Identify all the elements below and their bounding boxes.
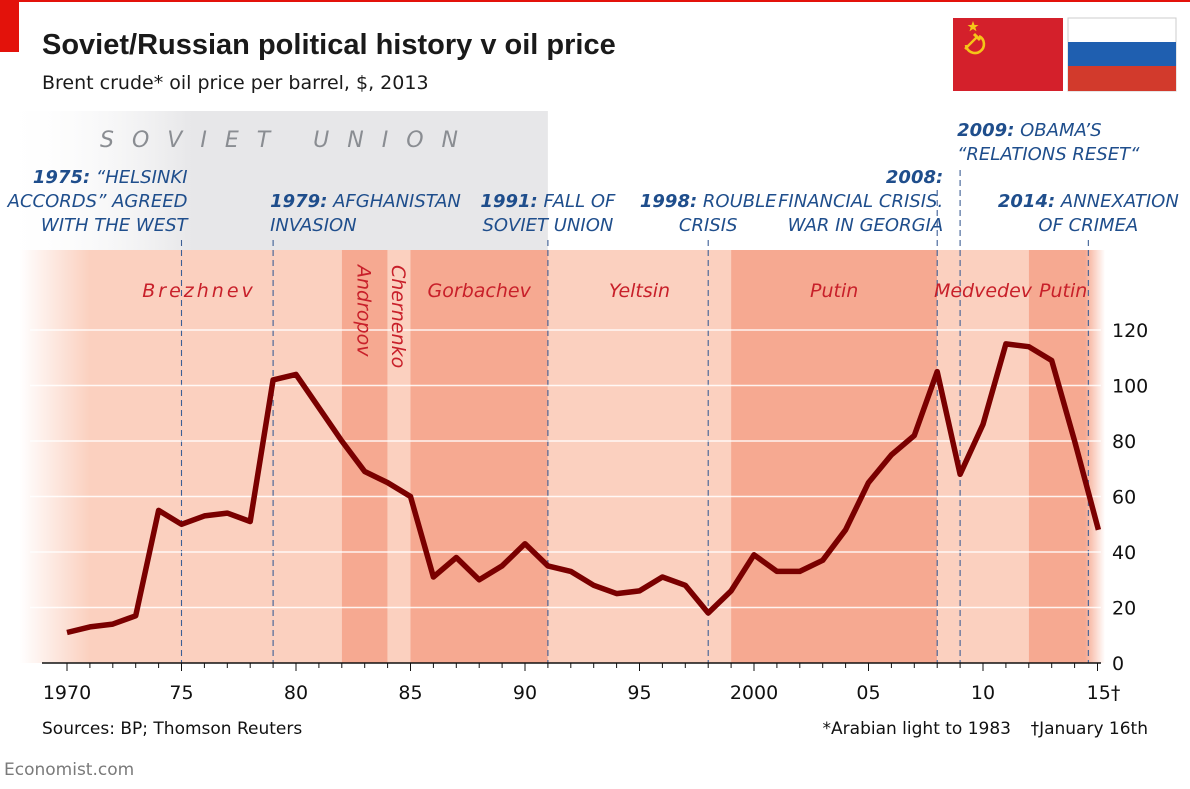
x-tick-label: 85 (398, 682, 422, 704)
y-axis: 0 20 40 60 80 100 120 (1112, 320, 1148, 675)
annotation-line: “HELSINKI (90, 167, 187, 188)
leader-label: Yeltsin (609, 280, 670, 302)
leader-label: Gorbachev (428, 280, 532, 302)
sources-note: Sources: BP; Thomson Reuters (42, 719, 302, 739)
x-tick-label: 95 (627, 682, 651, 704)
annotation-text: SOVIET UNION (482, 215, 613, 236)
x-tick-label: 75 (169, 682, 193, 704)
x-tick-label: 80 (284, 682, 308, 704)
annotation-text: 1979: AFGHANISTAN (270, 191, 461, 212)
x-axis: 1970 75 80 85 90 95 2000 05 10 15† (42, 662, 1121, 704)
chart-subtitle: Brent crude* oil price per barrel, $, 20… (42, 72, 429, 94)
annotation-text: 2014: ANNEXATION (998, 191, 1179, 212)
footnote-dagger: †January 16th (1031, 719, 1148, 739)
x-tick-label: 2000 (730, 682, 778, 704)
y-tick-label: 40 (1112, 542, 1136, 564)
leader-labels: Brezhnev Andropov Chernenko Gorbachev Yeltsi… (142, 263, 1087, 368)
leader-label: Andropov (353, 263, 375, 357)
y-tick-label: 0 (1112, 653, 1124, 675)
event-lines (180, 170, 1089, 663)
annotation-year: 2009: (957, 120, 1014, 141)
annotation-text: FINANCIAL CRISIS. (778, 191, 943, 212)
russian-flag (1067, 17, 1177, 92)
x-tick-label: 10 (971, 682, 995, 704)
hammer-sickle-icon (964, 21, 986, 55)
annotation-text: INVASION (270, 215, 357, 236)
soviet-flag (953, 18, 1063, 91)
soviet-band-rect (0, 111, 548, 250)
leader-band (410, 250, 548, 663)
top-rule (0, 0, 1190, 2)
annotation-year: 1998: (640, 191, 697, 212)
x-tick-label: 1970 (43, 682, 91, 704)
annotation-text: 1998: ROUBLE (640, 191, 777, 212)
annotation-year: 1991: (480, 191, 537, 212)
y-tick-label: 60 (1112, 487, 1136, 509)
chart-title: Soviet/Russian political history v oil p… (42, 29, 616, 61)
annotation-text: “RELATIONS RESET“ (957, 144, 1140, 165)
band-fade-left (20, 250, 90, 663)
annotation-line: OBAMA’S (1014, 120, 1101, 141)
leader-band (341, 250, 388, 663)
annotation-text: ACCORDS” AGREED (7, 191, 188, 212)
y-tick-label: 100 (1112, 376, 1148, 398)
annotation-text: 2008: (886, 167, 943, 188)
x-tick-label: 90 (513, 682, 537, 704)
annotation-text: 1975: “HELSINKI (33, 167, 188, 188)
y-tick-label: 120 (1112, 320, 1148, 342)
x-tick-label: 15† (1087, 682, 1121, 704)
leader-band (937, 250, 1029, 663)
annotation-text: OF CRIMEA (1038, 215, 1138, 236)
leader-bands (20, 250, 1105, 663)
oil-price-line (66, 341, 1102, 636)
leader-label: Medvedev (934, 280, 1033, 302)
event-annotations: 1975: “HELSINKI ACCORDS” AGREED WITH THE W… (7, 120, 1179, 236)
brand-label: Economist.com (4, 760, 134, 780)
x-tick-label: 05 (856, 682, 880, 704)
annotation-text: CRISIS (679, 215, 738, 236)
footnote-star: *Arabian light to 1983 (823, 719, 1011, 739)
annotation-line: FALL OF (538, 191, 616, 212)
leader-label: Putin (1039, 280, 1087, 302)
era-label: SOVIET UNION (100, 128, 476, 153)
annotation-text: WAR IN GEORGIA (788, 215, 944, 236)
annotation-text: 2009: OBAMA’S (957, 120, 1101, 141)
annotation-year: 2008: (886, 167, 943, 188)
y-tick-label: 20 (1112, 598, 1136, 620)
annotation-year: 2014: (998, 191, 1055, 212)
annotation-line: ROUBLE (697, 191, 777, 212)
leader-band (731, 250, 938, 663)
annotation-year: 1975: (33, 167, 90, 188)
y-tick-label: 80 (1112, 431, 1136, 453)
annotation-text: 1991: FALL OF (480, 191, 616, 212)
leader-band (387, 250, 411, 663)
leader-label: Putin (810, 280, 858, 302)
oil-price-series (66, 341, 1102, 636)
band-fade-right (1085, 250, 1105, 663)
y-gridlines (30, 329, 1101, 609)
leader-label: Brezhnev (142, 280, 256, 302)
annotation-text: WITH THE WEST (41, 215, 190, 236)
soviet-union-band (0, 111, 548, 250)
annotation-year: 1979: (270, 191, 327, 212)
annotation-line: ANNEXATION (1055, 191, 1179, 212)
corner-accent (0, 0, 19, 52)
leader-band (547, 250, 732, 663)
annotation-line: AFGHANISTAN (327, 191, 461, 212)
leader-label: Chernenko (387, 265, 409, 368)
